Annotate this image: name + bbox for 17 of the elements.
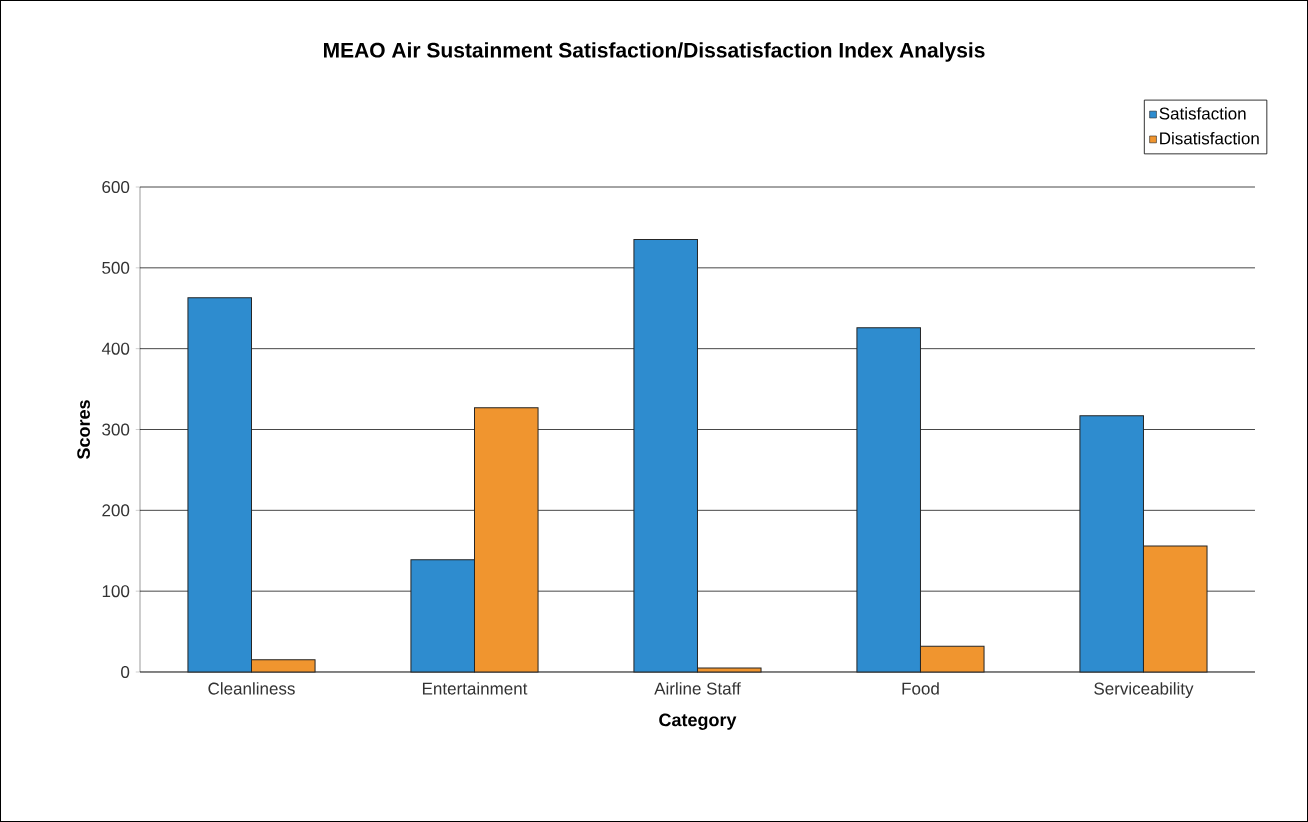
y-tick-label: 500 <box>102 261 130 274</box>
chart-title: MEAO Air Sustainment Satisfaction/Dissatisfaction Index Analysis <box>324 42 985 62</box>
y-axis-title: Scores <box>77 400 90 459</box>
y-tick-label: 600 <box>102 180 130 194</box>
x-tick-label: Airline Staff <box>654 682 741 695</box>
x-axis-title: Category <box>659 713 737 730</box>
x-tick-label: Cleanliness <box>208 682 295 695</box>
y-tick-label: 200 <box>102 504 130 517</box>
x-tick-label: Food <box>902 682 939 695</box>
y-tick-label: 0 <box>121 665 130 679</box>
y-tick-label: 100 <box>102 585 130 598</box>
legend-label: Disatisfaction <box>1160 131 1259 145</box>
x-tick-label: Entertainment <box>422 682 528 695</box>
legend-label: Satisfaction <box>1159 107 1246 120</box>
y-tick-label: 300 <box>102 423 130 436</box>
x-tick-label: Serviceability <box>1094 682 1194 698</box>
y-tick-label: 400 <box>101 342 130 355</box>
